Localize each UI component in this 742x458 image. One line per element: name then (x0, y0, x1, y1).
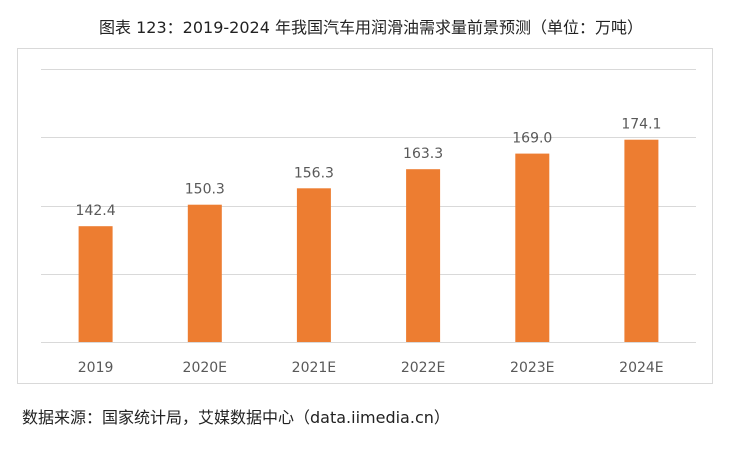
bar (78, 226, 113, 342)
bar (296, 188, 331, 342)
data-label: 142.4 (76, 203, 116, 219)
x-tick-label: 2019 (78, 360, 114, 376)
bar (515, 153, 550, 342)
data-label: 156.3 (294, 165, 334, 181)
bar (406, 169, 441, 342)
x-tick-label: 2021E (292, 360, 336, 376)
chart-title: 图表 123：2019-2024 年我国汽车用润滑油需求量前景预测（单位：万吨） (99, 18, 643, 37)
x-tick-label: 2022E (401, 360, 445, 376)
chart-frame (17, 48, 713, 384)
source-note: 数据来源：国家统计局，艾媒数据中心（data.iimedia.cn） (22, 408, 450, 427)
bar (624, 139, 659, 342)
x-tick-label: 2020E (183, 360, 227, 376)
data-label: 174.1 (621, 117, 661, 133)
x-tick-label: 2024E (619, 360, 663, 376)
data-label: 169.0 (512, 131, 552, 147)
data-label: 150.3 (185, 182, 225, 198)
x-tick-label: 2023E (510, 360, 554, 376)
data-label: 163.3 (403, 146, 443, 162)
bar (187, 204, 222, 342)
